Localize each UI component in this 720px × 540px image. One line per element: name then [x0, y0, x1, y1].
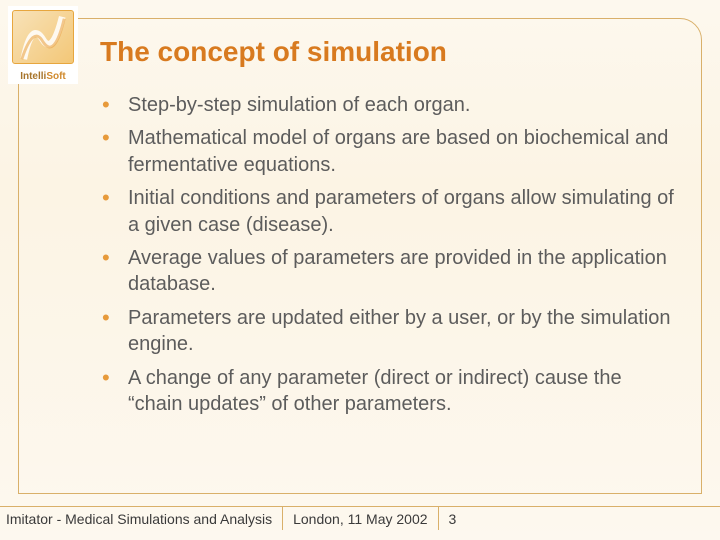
logo-graphic	[12, 10, 74, 64]
logo-text-a: Intelli	[20, 71, 46, 82]
logo-text-b: Soft	[46, 71, 65, 82]
slide-footer: Imitator - Medical Simulations and Analy…	[0, 506, 720, 530]
list-item: Average values of parameters are provide…	[102, 245, 680, 298]
logo-text: IntelliSoft	[8, 71, 78, 82]
footer-page-number: 3	[439, 506, 467, 530]
footer-project: Imitator - Medical Simulations and Analy…	[0, 506, 283, 530]
slide-title: The concept of simulation	[100, 36, 447, 68]
footer-location-date: London, 11 May 2002	[283, 506, 438, 530]
brand-logo: IntelliSoft	[8, 6, 78, 84]
footer-spacer	[466, 506, 720, 530]
list-item: Initial conditions and parameters of org…	[102, 185, 680, 238]
slide: IntelliSoft The concept of simulation St…	[0, 0, 720, 540]
list-item: Mathematical model of organs are based o…	[102, 125, 680, 178]
list-item: A change of any parameter (direct or ind…	[102, 365, 680, 418]
bullet-list: Step-by-step simulation of each organ. M…	[102, 92, 680, 424]
list-item: Step-by-step simulation of each organ.	[102, 92, 680, 118]
list-item: Parameters are updated either by a user,…	[102, 305, 680, 358]
